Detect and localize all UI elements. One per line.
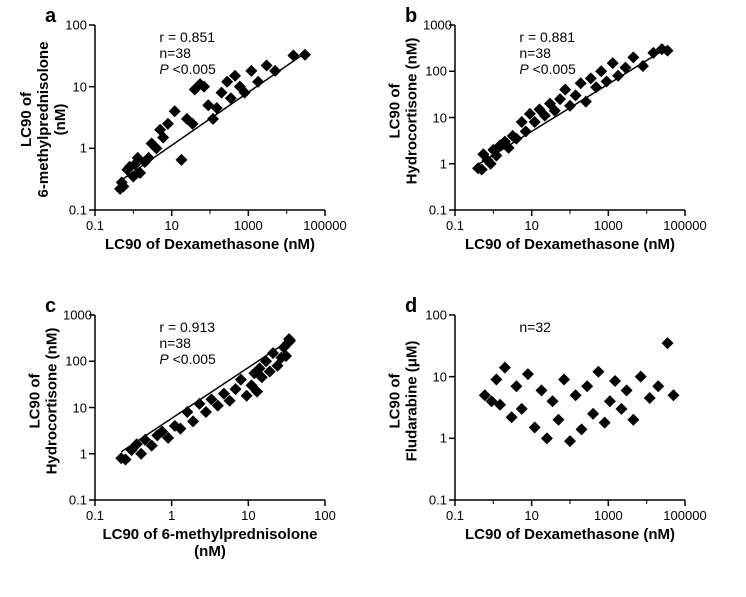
y-axis-label-c: LC90 ofHydrocortisone (nM) (26, 308, 60, 493)
y-tick-label: 100 (63, 354, 87, 369)
stats-text-a: r = 0.851n=38P <0.005 (159, 29, 215, 77)
x-tick-label: 10 (524, 218, 538, 233)
figure-container: a 0.1 10 1000 100000 0.1 1 10 100 LC90 of Dexamet… (0, 0, 746, 597)
y-tick-label: 10 (63, 400, 87, 415)
y-axis-label-a: LC90 of6-methylprednisolone(nM) (18, 27, 69, 212)
y-axis-label-d: LC90 ofFludarabine (μM) (386, 308, 420, 493)
x-tick-label: 0.1 (446, 218, 464, 233)
y-tick-label: 0.1 (63, 493, 87, 508)
y-tick-label: 100 (423, 64, 447, 79)
x-tick-label: 100000 (303, 218, 346, 233)
x-axis-label-c: LC90 of 6-methylprednisolone(nM) (95, 526, 325, 560)
x-tick-label: 1000 (234, 218, 263, 233)
x-tick-label: 100000 (663, 508, 706, 523)
stats-text-d: n=32 (519, 319, 551, 335)
y-tick-label: 1 (63, 446, 87, 461)
y-tick-label: 1 (423, 431, 447, 446)
y-tick-label: 0.1 (423, 203, 447, 218)
x-tick-label: 10 (164, 218, 178, 233)
x-axis-label-a: LC90 of Dexamethasone (nM) (95, 236, 325, 253)
y-tick-label: 1000 (63, 308, 87, 323)
x-tick-label: 10 (241, 508, 255, 523)
y-tick-label: 0.1 (423, 493, 447, 508)
scatter-plot-d (455, 315, 685, 500)
x-tick-label: 10 (524, 508, 538, 523)
x-tick-label: 1000 (594, 508, 623, 523)
y-tick-label: 10 (423, 110, 447, 125)
stats-text-c: r = 0.913n=38P <0.005 (159, 319, 215, 367)
x-tick-label: 100000 (663, 218, 706, 233)
x-axis-label-b: LC90 of Dexamethasone (nM) (455, 236, 685, 253)
x-tick-label: 1 (168, 508, 175, 523)
y-tick-label: 100 (423, 308, 447, 323)
panel-letter-a: a (45, 5, 56, 28)
x-axis-label-d: LC90 of Dexamethasone (nM) (455, 526, 685, 543)
x-tick-label: 0.1 (446, 508, 464, 523)
y-tick-label: 1 (423, 156, 447, 171)
x-tick-label: 100 (314, 508, 336, 523)
stats-text-b: r = 0.881n=38P <0.005 (519, 29, 575, 77)
x-tick-label: 0.1 (86, 508, 104, 523)
x-tick-label: 0.1 (86, 218, 104, 233)
y-tick-label: 10 (423, 369, 447, 384)
x-tick-label: 1000 (594, 218, 623, 233)
y-tick-label: 1000 (423, 18, 447, 33)
y-axis-label-b: LC90 ofHydrocortisone (nM) (386, 18, 420, 203)
